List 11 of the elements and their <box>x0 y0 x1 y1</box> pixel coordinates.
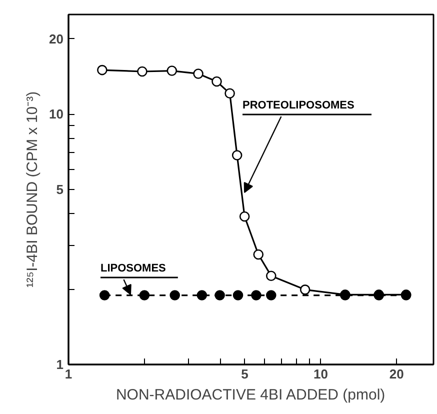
y-tick-label: 10 <box>49 106 64 122</box>
x-axis-title: NON-RADIOACTIVE 4BI ADDED (pmol) <box>116 386 386 404</box>
x-tick-label: 20 <box>389 366 404 382</box>
series-label: PROTEOLIPOSOMES <box>242 100 354 112</box>
x-tick-label: 10 <box>313 366 328 382</box>
y-tick-label: 1 <box>56 357 64 372</box>
y-tick-label: 20 <box>49 31 64 46</box>
y-tick-label: 5 <box>56 182 64 197</box>
x-tick-label: 5 <box>241 366 248 382</box>
y-axis-title: ¹²⁵I-4BI BOUND (CPM x 10⁻³) <box>24 91 42 288</box>
series-label: LIPOSOMES <box>100 262 166 274</box>
